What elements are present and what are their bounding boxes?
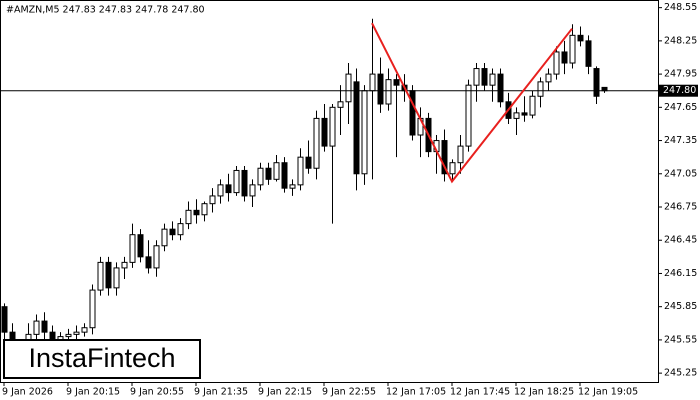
candle-body <box>345 73 352 103</box>
candle-body <box>177 223 184 236</box>
candle-body <box>209 195 216 205</box>
candle-body <box>465 84 472 147</box>
candle-body <box>561 51 568 64</box>
candle-body <box>441 140 448 175</box>
x-tick-label: 9 Jan 22:55 <box>322 387 376 398</box>
y-tick-label: 247.35 <box>664 135 697 146</box>
candle-body <box>153 245 160 269</box>
candle-body <box>409 90 416 136</box>
candle-body <box>537 81 544 97</box>
candle-body <box>201 203 208 216</box>
candle-body <box>377 73 384 105</box>
candle-body <box>337 101 344 108</box>
candle-body <box>593 68 600 97</box>
candle-body <box>481 68 488 86</box>
y-tick-label: 248.55 <box>664 2 697 13</box>
candle-body <box>1 306 8 333</box>
candle-body <box>577 34 584 42</box>
candle-body <box>41 320 48 333</box>
candle-body <box>393 79 400 86</box>
x-tick-label: 12 Jan 17:45 <box>450 387 510 398</box>
plot-area <box>1 18 608 359</box>
candle-body <box>265 167 272 180</box>
candle-body <box>353 81 360 175</box>
candle-body <box>313 117 320 169</box>
candle-body <box>217 184 224 197</box>
y-tick-label: 245.85 <box>664 301 697 312</box>
x-tick-label: 9 Jan 22:15 <box>258 387 312 398</box>
candle-body <box>145 256 152 269</box>
x-tick-label: 12 Jan 18:25 <box>514 387 574 398</box>
candle-body <box>329 106 336 147</box>
candle-body <box>489 73 496 86</box>
candle-body <box>89 289 96 329</box>
candle-body <box>569 34 576 64</box>
candle-body <box>169 228 176 236</box>
candle-body <box>129 234 136 263</box>
current-price-box <box>658 84 698 97</box>
candle-body <box>105 261 112 289</box>
candle-body <box>281 162 288 189</box>
candle-body <box>233 169 240 194</box>
candle-body <box>297 156 304 186</box>
candle-body <box>273 162 280 180</box>
y-tick-label: 246.15 <box>664 268 697 279</box>
candle-body <box>321 117 328 147</box>
candle-body <box>113 267 120 289</box>
candle-body <box>289 184 296 189</box>
candle-body <box>137 234 144 258</box>
candle-body <box>553 51 560 75</box>
candle-body <box>361 90 368 175</box>
candle-body <box>193 209 200 216</box>
x-tick-label: 9 Jan 21:35 <box>194 387 248 398</box>
candle-body <box>521 112 528 116</box>
candle-body <box>161 228 168 247</box>
candle-body <box>305 156 312 169</box>
y-tick-label: 248.25 <box>664 35 697 46</box>
candle-body <box>513 112 520 119</box>
candle-body <box>249 184 256 197</box>
y-tick-label: 246.75 <box>664 202 697 213</box>
candle-body <box>185 209 192 225</box>
candle-body <box>121 261 128 269</box>
y-tick-label: 247.95 <box>664 69 697 80</box>
x-tick-label: 12 Jan 17:05 <box>386 387 446 398</box>
candle-body <box>497 73 504 103</box>
current-price-label: 247.80 <box>663 85 696 96</box>
x-tick-label: 9 Jan 20:55 <box>130 387 184 398</box>
candle-body <box>585 40 592 67</box>
watermark-box <box>3 339 201 379</box>
y-tick-label: 245.55 <box>664 334 697 345</box>
candle-body <box>65 333 72 338</box>
x-tick-label: 9 Jan 20:15 <box>66 387 120 398</box>
candle-body <box>529 95 536 116</box>
chart-header: #AMZN,M5 247.83 247.83 247.78 247.80 <box>6 5 205 16</box>
candle-body <box>81 327 88 333</box>
y-tick-label: 245.25 <box>664 368 697 379</box>
candle-body <box>385 79 392 105</box>
candle-body <box>97 261 104 291</box>
candle-body <box>225 184 232 194</box>
candle-body <box>257 167 264 186</box>
y-tick-label: 247.65 <box>664 102 697 113</box>
x-tick-label: 12 Jan 19:05 <box>578 387 638 398</box>
candle-body <box>473 68 480 86</box>
y-tick-label: 246.45 <box>664 235 697 246</box>
candle-body <box>369 73 376 92</box>
candle-body <box>457 145 464 164</box>
candle-body <box>33 320 40 335</box>
y-tick-label: 247.05 <box>664 168 697 179</box>
x-tick-label: 9 Jan 2026 <box>2 387 53 398</box>
candle-body <box>545 73 552 83</box>
candle-body <box>241 169 248 197</box>
candle-body <box>449 162 456 175</box>
plot-frame <box>0 0 659 383</box>
pattern-line <box>371 22 573 184</box>
candle-body <box>73 331 80 335</box>
watermark: InstaFintech <box>28 343 175 373</box>
